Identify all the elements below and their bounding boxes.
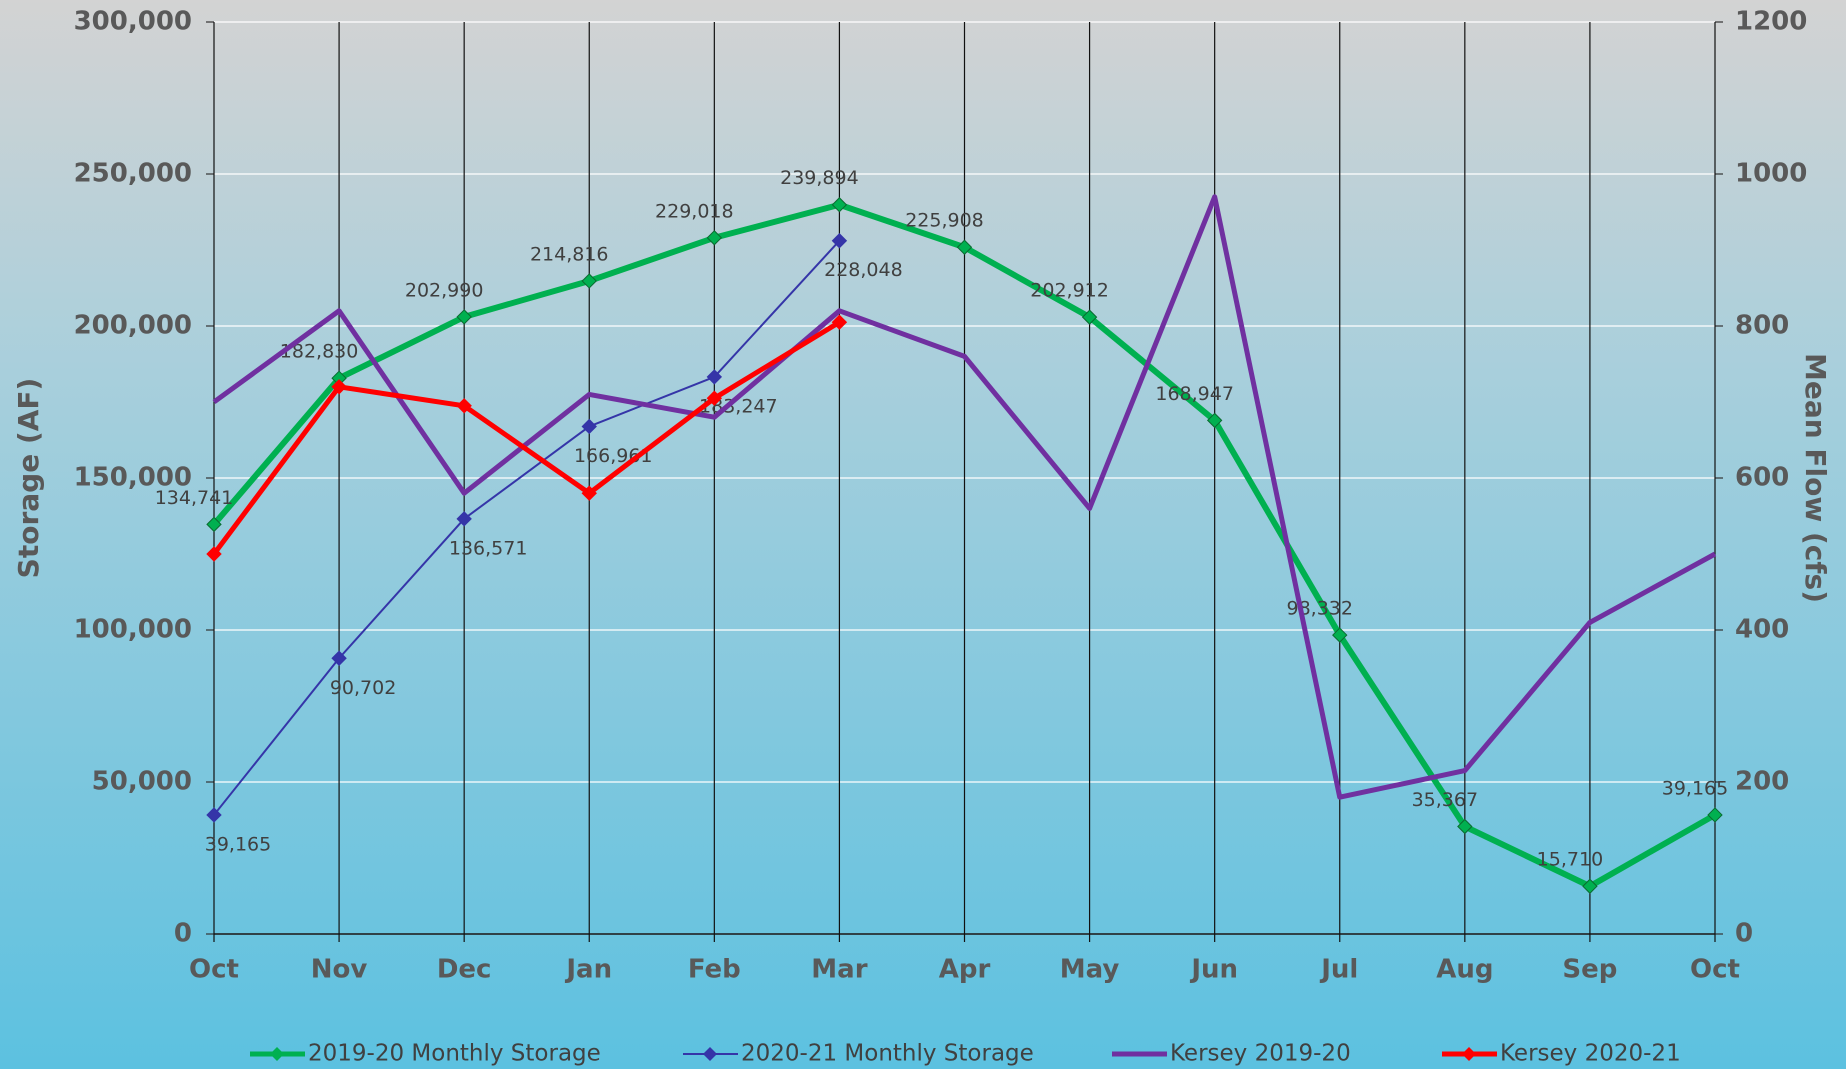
point-marker [331,650,347,666]
x-tick-label: Jan [564,955,612,985]
point-marker [456,511,472,527]
point-marker [456,309,472,325]
data-label: 35,367 [1412,789,1478,811]
legend-marker [270,1047,284,1061]
point-marker [206,807,222,823]
y-tick-label: 50,000 [92,767,192,797]
y-tick-label: 300,000 [74,7,192,37]
point-marker [581,485,597,501]
point-marker [706,369,723,385]
series-line [211,320,841,556]
y-tick-label: 100,000 [74,615,192,645]
legend-label: 2019-20 Monthly Storage [308,1041,601,1067]
x-tick-label: May [1060,955,1120,985]
legend-label: Kersey 2019-20 [1170,1041,1351,1067]
point-marker [331,379,347,395]
y-tick-label: 0 [174,919,192,949]
series-line [212,194,1717,800]
point-marker [1081,309,1098,325]
x-tick-label: Oct [1690,955,1740,985]
y2-tick-label: 600 [1735,463,1789,493]
data-label: 182,830 [280,341,359,363]
y2-tick-label: 0 [1735,919,1753,949]
data-label: 202,912 [1030,280,1109,302]
series-line [213,240,841,816]
data-label: 202,990 [405,279,484,301]
x-tick-label: Sep [1562,955,1617,985]
x-tick-label: Aug [1436,955,1493,985]
x-tick-label: Mar [811,955,867,985]
data-label: 39,165 [1662,777,1728,799]
point-marker [1457,818,1473,835]
x-tick-label: Jun [1189,955,1238,985]
y2-tick-label: 800 [1735,311,1789,341]
data-label: 229,018 [655,200,734,222]
point-marker [1582,878,1598,894]
point-marker [831,314,848,330]
data-label: 90,702 [330,677,396,699]
x-tick-label: Feb [688,955,741,985]
point-marker [581,273,597,289]
x-tick-label: Nov [311,955,368,985]
y2-tick-label: 1200 [1735,7,1807,37]
point-marker [831,233,848,249]
data-label: 228,048 [824,259,903,281]
y-tick-label: 200,000 [74,311,192,341]
x-tick-label: Jul [1319,955,1358,985]
x-tick-label: Dec [437,955,492,985]
point-marker [831,197,848,213]
y2-axis-title: Mean Flow (cfs) [1799,353,1832,603]
point-marker [956,239,973,255]
data-label: 39,165 [205,833,271,855]
point-marker [581,418,597,435]
legend-label: 2020-21 Monthly Storage [741,1041,1034,1067]
point-marker [706,230,723,246]
data-label: 136,571 [449,537,528,559]
legend-label: Kersey 2020-21 [1500,1041,1681,1067]
y2-tick-label: 400 [1735,615,1789,645]
data-label: 15,710 [1537,849,1603,871]
x-tick-label: Apr [939,955,991,985]
point-marker [1707,807,1723,823]
x-tick-label: Oct [189,955,239,985]
y-tick-label: 250,000 [74,159,192,189]
data-label: 225,908 [905,210,984,232]
y-tick-label: 150,000 [74,463,192,493]
data-label: 134,741 [155,487,234,509]
point-marker [1206,412,1223,429]
point-marker [1332,627,1348,643]
point-marker [456,398,472,414]
data-label: 168,947 [1155,383,1234,405]
data-label: 239,894 [780,167,859,189]
y2-tick-label: 1000 [1735,159,1807,189]
legend-marker [703,1047,717,1061]
data-label: 214,816 [530,243,609,265]
point-marker [206,546,222,562]
legend-marker [1462,1047,1476,1061]
y-axis-title: Storage (AF) [12,378,45,579]
y2-tick-label: 200 [1735,767,1789,797]
point-marker [706,390,723,406]
point-marker [206,516,222,533]
